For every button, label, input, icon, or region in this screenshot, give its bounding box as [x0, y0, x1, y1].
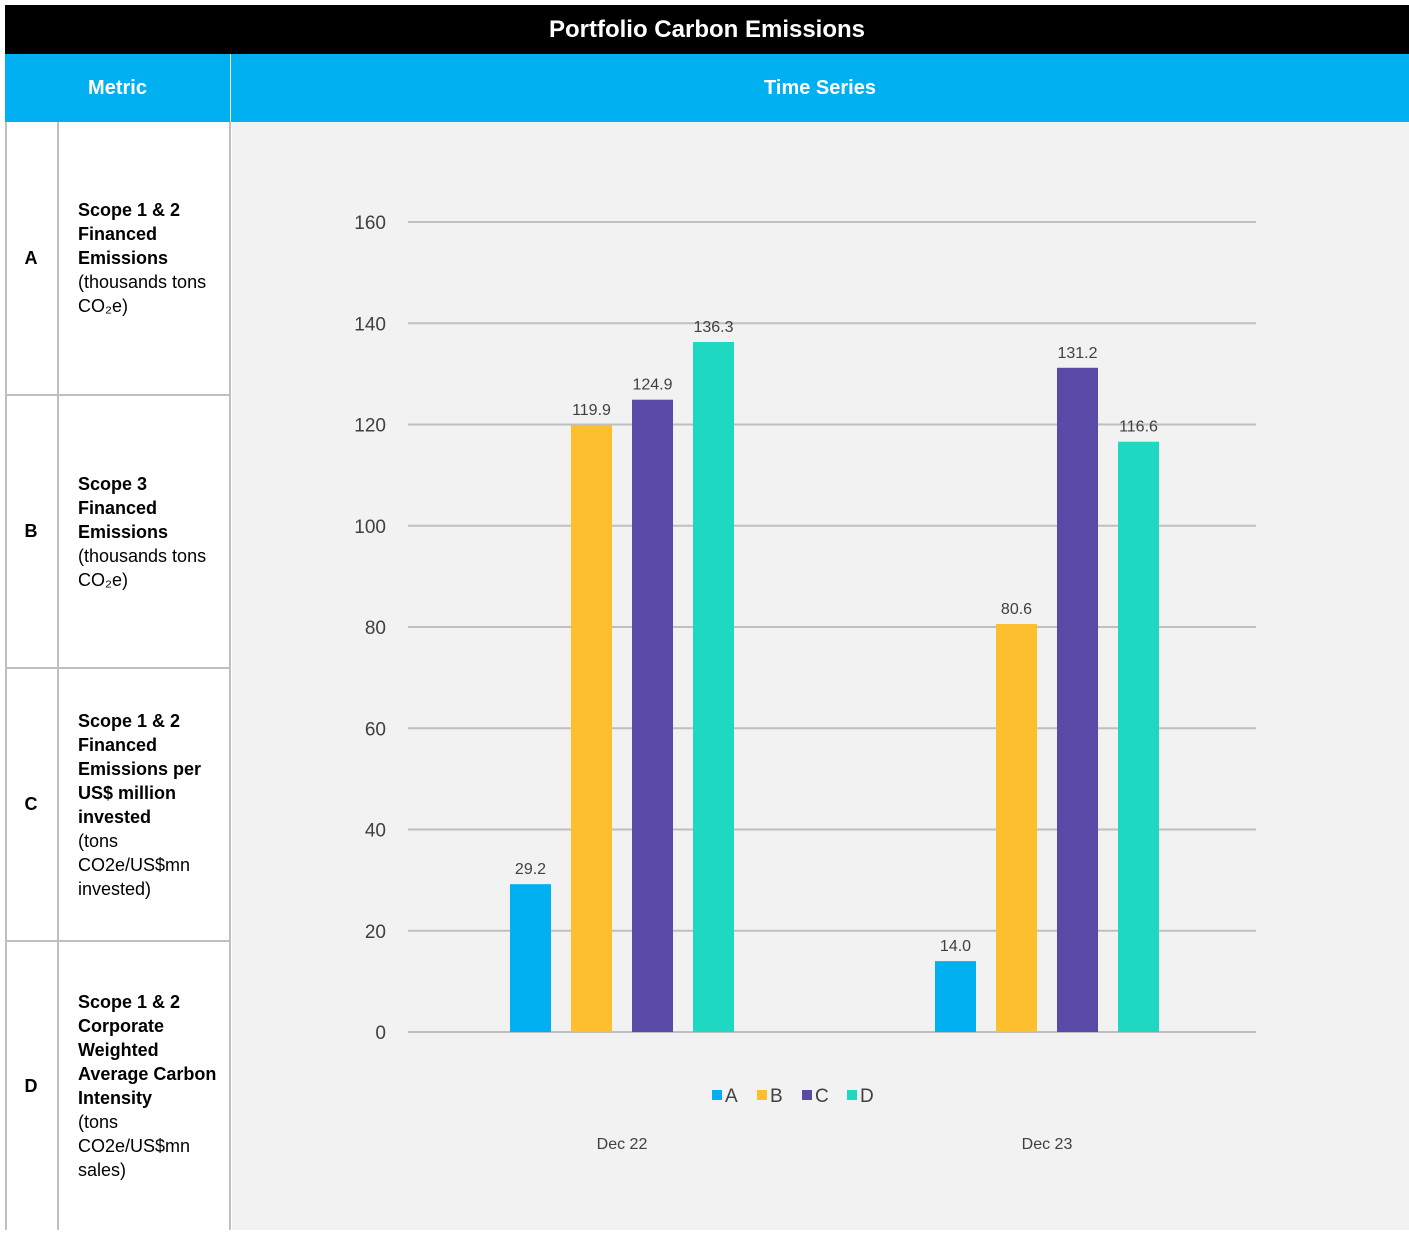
legend-swatch-c: [802, 1090, 812, 1100]
metric-name: Scope 1 & 2 Financed Emissions per US$ m…: [78, 710, 202, 827]
y-tick-label: 140: [354, 314, 386, 335]
metric-letter-d: D: [24, 1075, 38, 1096]
legend-swatch-a: [712, 1090, 722, 1100]
table-border-left: [5, 122, 7, 1230]
chart-panel: 0 20 40 60 80 100 120 140 160 29.2 119.9 124.9 136.3…: [232, 122, 1409, 1230]
row-divider: [5, 940, 230, 942]
data-label: 119.9: [572, 402, 611, 419]
y-tick-label: 100: [354, 517, 386, 538]
metric-name: Scope 1 & 2 Financed Emissions: [78, 200, 181, 268]
metric-unit: (thousands tons CO₂e): [78, 545, 207, 590]
time-series-column-header: Time Series: [231, 54, 1409, 122]
metric-description-a: Scope 1 & 2 Financed Emissions (thousand…: [78, 122, 228, 394]
metric-letter-b: B: [24, 521, 38, 541]
row-divider: [5, 667, 230, 669]
bar-b: [571, 425, 612, 1033]
legend-swatch-d: [847, 1090, 857, 1100]
data-label: 136.3: [693, 319, 733, 336]
data-label: 80.6: [1001, 601, 1032, 618]
bar-d: [693, 341, 734, 1032]
metric-description-d: Scope 1 & 2 Corporate Weighted Average C…: [78, 942, 228, 1230]
legend-swatch-b: [757, 1090, 767, 1100]
metric-column-header: Metric: [5, 54, 230, 122]
metric-name: Scope 3 Financed Emissions: [78, 473, 169, 542]
data-label: 14.0: [940, 938, 971, 955]
bar-b: [996, 623, 1037, 1032]
metric-name: Scope 1 & 2 Corporate Weighted Average C…: [78, 992, 217, 1108]
x-category-label: Dec 22: [597, 1136, 648, 1153]
data-label: 124.9: [632, 377, 672, 394]
metric-letter-a: A: [24, 247, 38, 268]
metric-description-c: Scope 1 & 2 Financed Emissions per US$ m…: [78, 669, 228, 940]
row-divider: [5, 394, 230, 396]
bar-a: [510, 884, 551, 1032]
bar-d: [1118, 441, 1159, 1032]
letter-column-divider: [57, 122, 59, 1230]
legend-label: B: [770, 1086, 783, 1107]
metric-letter-c: C: [24, 794, 38, 814]
bar-c: [632, 399, 673, 1033]
data-label: 131.2: [1057, 345, 1097, 362]
y-tick-label: 20: [365, 922, 386, 943]
metric-column-divider: [229, 122, 231, 1230]
y-tick-label: 0: [375, 1023, 386, 1044]
metric-unit: (tons CO2e/US$mn sales): [78, 1112, 191, 1180]
data-label: 116.6: [1119, 419, 1158, 436]
y-tick-label: 160: [354, 213, 386, 234]
metric-unit: (tons CO2e/US$mn invested): [78, 830, 191, 899]
page-title: Portfolio Carbon Emissions: [5, 5, 1409, 54]
y-tick-label: 40: [365, 821, 386, 842]
y-tick-label: 120: [354, 416, 386, 437]
bar-a: [935, 961, 976, 1032]
bar-chart: 0 20 40 60 80 100 120 140 160 29.2 119.9 124.9 136.3…: [354, 213, 1256, 1153]
legend-label: C: [815, 1086, 829, 1107]
x-category-label: Dec 23: [1022, 1136, 1073, 1153]
bar-c: [1057, 367, 1098, 1032]
metric-description-b: Scope 3 Financed Emissions (thousands to…: [78, 396, 228, 667]
y-tick-label: 60: [365, 719, 386, 740]
data-label: 29.2: [515, 861, 546, 878]
legend-label: D: [860, 1086, 874, 1107]
legend-label: A: [725, 1086, 738, 1107]
metric-unit: (thousands tons CO₂e): [78, 272, 207, 316]
y-tick-label: 80: [365, 618, 386, 639]
